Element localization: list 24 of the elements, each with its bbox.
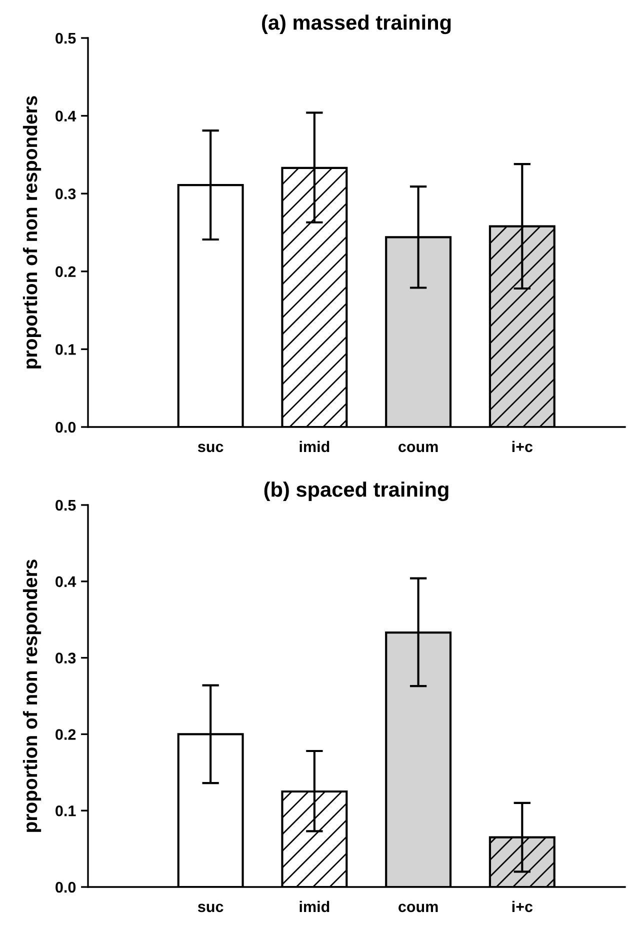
chart-title: (a) massed training bbox=[262, 14, 451, 34]
y-tick-label: 0.0 bbox=[56, 882, 76, 893]
x-tick-label: i+c bbox=[512, 900, 533, 912]
x-tick-label: suc bbox=[198, 444, 224, 452]
y-tick-label: 0.5 bbox=[56, 32, 76, 44]
y-tick-label: 0.3 bbox=[56, 652, 76, 664]
y-axis-title: proportion of non responders bbox=[22, 96, 42, 368]
y-tick-label: 0.2 bbox=[56, 729, 76, 740]
y-tick-label: 0.0 bbox=[56, 422, 76, 433]
y-tick-label: 0.4 bbox=[56, 110, 76, 122]
x-tick-label: imid bbox=[300, 440, 330, 452]
x-tick-label: i+c bbox=[512, 440, 533, 452]
y-axis-title: proportion of non responders bbox=[22, 560, 42, 832]
x-tick-label: coum bbox=[398, 904, 438, 912]
y-tick-label: 0.4 bbox=[56, 576, 76, 588]
x-tick-label: suc bbox=[198, 904, 224, 912]
y-tick-label: 0.1 bbox=[56, 344, 76, 355]
chart-title: (b) spaced training bbox=[264, 482, 448, 502]
x-tick-label: imid bbox=[300, 900, 330, 912]
y-tick-label: 0.5 bbox=[56, 500, 76, 511]
y-tick-label: 0.3 bbox=[56, 188, 76, 200]
y-tick-label: 0.1 bbox=[56, 805, 76, 816]
y-tick-label: 0.2 bbox=[56, 266, 76, 278]
x-tick-label: coum bbox=[398, 444, 438, 452]
